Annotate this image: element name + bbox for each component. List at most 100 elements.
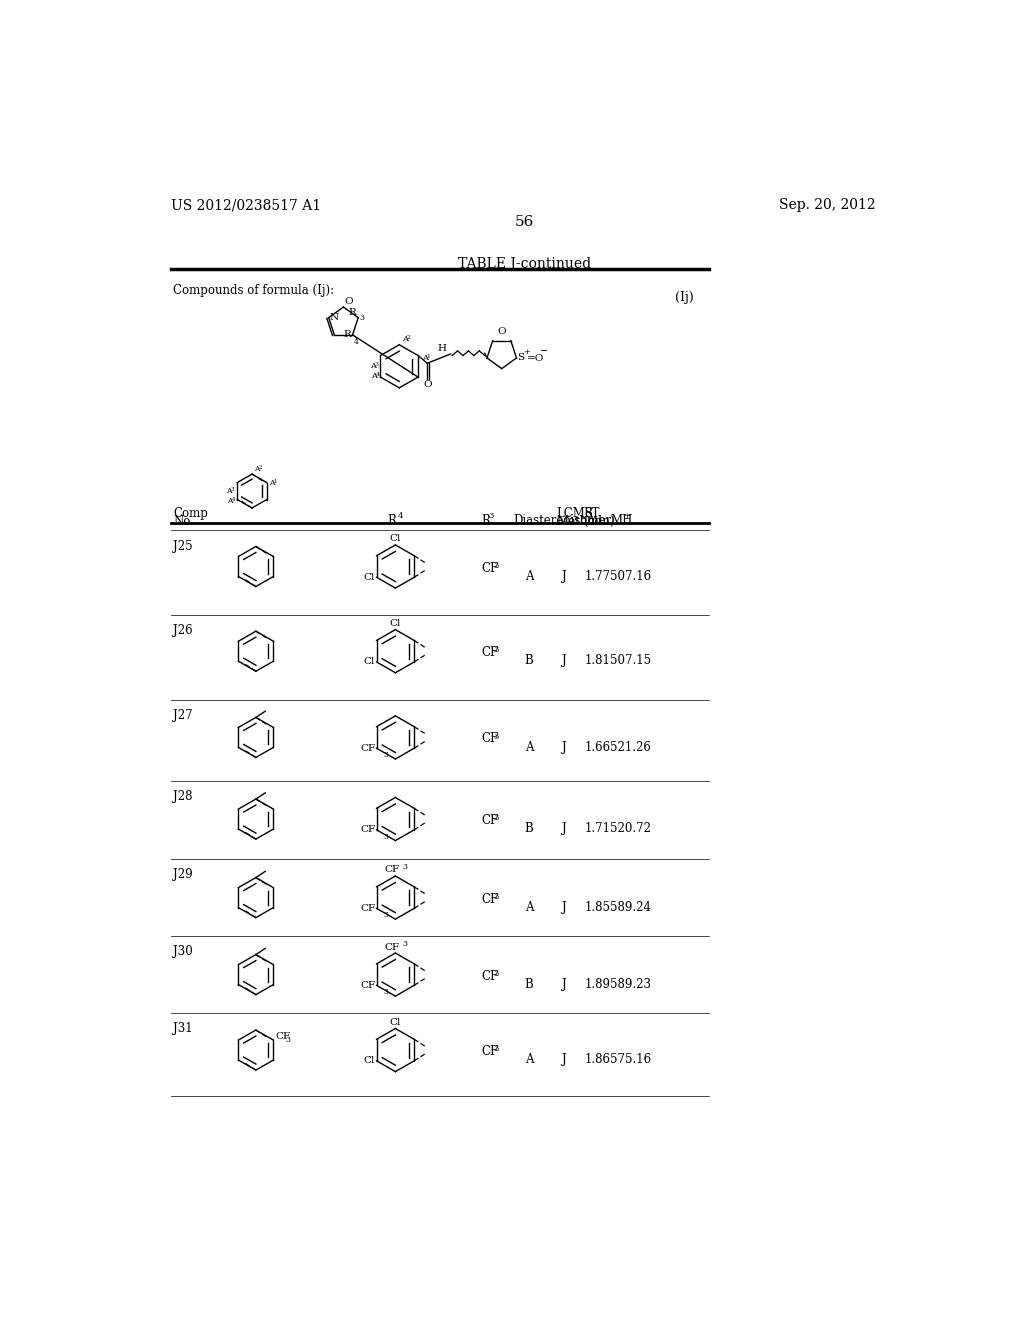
Text: J: J bbox=[562, 655, 566, 668]
Text: A: A bbox=[269, 479, 274, 487]
Text: 4: 4 bbox=[376, 372, 380, 378]
Text: J27: J27 bbox=[173, 709, 193, 722]
Text: CF: CF bbox=[481, 892, 499, 906]
Text: +: + bbox=[624, 512, 630, 520]
Text: A: A bbox=[254, 466, 259, 474]
Text: RT: RT bbox=[583, 507, 599, 520]
Text: 3: 3 bbox=[359, 314, 365, 322]
Text: Method: Method bbox=[557, 515, 602, 528]
Text: 1.86: 1.86 bbox=[585, 1053, 610, 1067]
Text: J: J bbox=[562, 1053, 566, 1067]
Text: −: − bbox=[540, 347, 548, 355]
Text: A: A bbox=[370, 362, 376, 370]
Text: 3: 3 bbox=[493, 892, 499, 900]
Text: A: A bbox=[524, 570, 534, 582]
Text: =O: =O bbox=[527, 354, 545, 363]
Text: 4: 4 bbox=[354, 338, 359, 346]
Text: Comp: Comp bbox=[173, 507, 208, 520]
Text: B: B bbox=[524, 655, 534, 668]
Text: CF: CF bbox=[481, 733, 499, 746]
Text: US 2012/0238517 A1: US 2012/0238517 A1 bbox=[171, 198, 321, 213]
Text: (min): (min) bbox=[583, 515, 614, 528]
Text: 3: 3 bbox=[375, 362, 379, 367]
Text: +: + bbox=[522, 347, 529, 355]
Text: 3: 3 bbox=[402, 863, 408, 871]
Text: A: A bbox=[422, 355, 428, 363]
Text: J28: J28 bbox=[173, 789, 193, 803]
Text: A: A bbox=[225, 487, 231, 495]
Text: 3: 3 bbox=[493, 562, 499, 570]
Text: Cl: Cl bbox=[364, 1056, 375, 1065]
Text: CF: CF bbox=[359, 825, 375, 834]
Text: J31: J31 bbox=[173, 1022, 193, 1035]
Text: 3: 3 bbox=[493, 1045, 499, 1053]
Text: 3: 3 bbox=[493, 814, 499, 822]
Text: J: J bbox=[562, 741, 566, 754]
Text: 3: 3 bbox=[384, 989, 388, 997]
Text: 3: 3 bbox=[493, 647, 499, 655]
Text: CF: CF bbox=[481, 1045, 499, 1059]
Text: B: B bbox=[524, 822, 534, 836]
Text: (Ij): (Ij) bbox=[675, 290, 694, 304]
Text: 1.66: 1.66 bbox=[585, 741, 610, 754]
Text: 3: 3 bbox=[384, 751, 388, 759]
Text: J: J bbox=[562, 900, 566, 913]
Text: O: O bbox=[498, 327, 506, 337]
Text: R: R bbox=[481, 515, 490, 527]
Text: J26: J26 bbox=[173, 624, 193, 638]
Text: TABLE J-continued: TABLE J-continued bbox=[458, 257, 592, 271]
Text: 4: 4 bbox=[231, 496, 236, 502]
Text: A: A bbox=[372, 372, 378, 380]
Text: 507.16: 507.16 bbox=[610, 570, 651, 582]
Text: 1.81: 1.81 bbox=[585, 655, 610, 668]
Text: 589.23: 589.23 bbox=[610, 978, 651, 991]
Text: CF: CF bbox=[384, 942, 399, 952]
Text: Cl: Cl bbox=[390, 535, 401, 544]
Text: 3: 3 bbox=[493, 733, 499, 741]
Text: Cl: Cl bbox=[390, 1018, 401, 1027]
Text: 3: 3 bbox=[493, 970, 499, 978]
Text: CF: CF bbox=[359, 981, 375, 990]
Text: 521.26: 521.26 bbox=[610, 741, 651, 754]
Text: MH: MH bbox=[610, 515, 633, 527]
Text: 1.89: 1.89 bbox=[585, 978, 610, 991]
Text: CF: CF bbox=[481, 814, 499, 828]
Text: 575.16: 575.16 bbox=[610, 1053, 651, 1067]
Text: 3: 3 bbox=[230, 487, 233, 492]
Text: 2: 2 bbox=[258, 465, 262, 470]
Text: A: A bbox=[524, 741, 534, 754]
Text: 3: 3 bbox=[402, 940, 408, 949]
Text: 1.77: 1.77 bbox=[585, 570, 610, 582]
Text: A: A bbox=[524, 900, 534, 913]
Text: H: H bbox=[437, 345, 446, 354]
Text: Compounds of formula (Ij):: Compounds of formula (Ij): bbox=[173, 284, 334, 297]
Text: A: A bbox=[401, 335, 408, 343]
Text: Cl: Cl bbox=[390, 619, 401, 628]
Text: Cl: Cl bbox=[364, 573, 375, 582]
Text: Cl: Cl bbox=[364, 657, 375, 667]
Text: 589.24: 589.24 bbox=[610, 900, 651, 913]
Text: J25: J25 bbox=[173, 540, 193, 553]
Text: A: A bbox=[524, 1053, 534, 1067]
Text: B: B bbox=[524, 978, 534, 991]
Text: J30: J30 bbox=[173, 945, 193, 958]
Text: CF: CF bbox=[481, 561, 499, 574]
Text: CF: CF bbox=[359, 743, 375, 752]
Text: CF: CF bbox=[481, 970, 499, 982]
Text: 2: 2 bbox=[407, 335, 411, 341]
Text: 3: 3 bbox=[384, 911, 388, 920]
Text: 3: 3 bbox=[286, 1036, 291, 1044]
Text: 1.71: 1.71 bbox=[585, 822, 610, 836]
Text: N: N bbox=[330, 313, 339, 322]
Text: A: A bbox=[227, 496, 232, 506]
Text: R: R bbox=[387, 515, 396, 527]
Text: R: R bbox=[349, 308, 356, 317]
Text: O: O bbox=[344, 297, 353, 306]
Text: No.: No. bbox=[173, 515, 194, 528]
Text: J: J bbox=[562, 978, 566, 991]
Text: CF: CF bbox=[481, 647, 499, 659]
Text: 507.15: 507.15 bbox=[610, 655, 651, 668]
Text: 1: 1 bbox=[426, 354, 430, 359]
Text: S: S bbox=[517, 354, 524, 363]
Text: CF: CF bbox=[359, 904, 375, 913]
